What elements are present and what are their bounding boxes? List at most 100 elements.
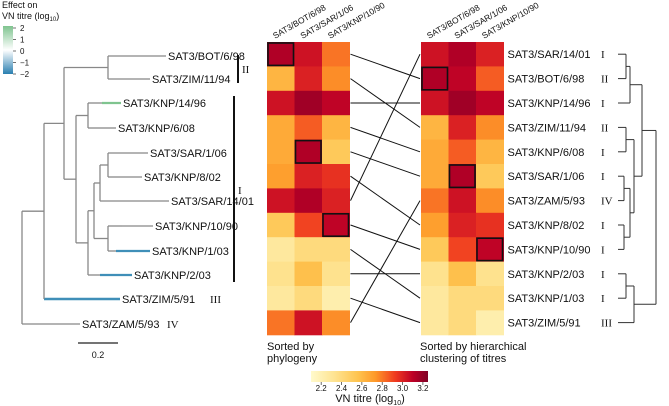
scale-bar-label: 0.2 (92, 350, 105, 360)
row-connector-line (350, 175, 421, 226)
heatmap-cell (322, 286, 350, 311)
heatmap-right-row-group: II (601, 74, 609, 86)
heatmap-cell (476, 90, 504, 116)
effect-legend-bar (3, 26, 13, 74)
heatmap-homologous-outline (294, 139, 322, 164)
titre-colorbar: 2.2 2.4 2.6 2.8 3.0 3.2 VN titre (log10) (311, 371, 429, 406)
colorbar-tick-label: 2.6 (356, 384, 368, 393)
heatmap-cell (476, 310, 504, 336)
heatmap-cell (267, 139, 295, 165)
heatmap-cell (294, 237, 323, 263)
heatmap-cell (294, 286, 323, 311)
row-connector-line (350, 297, 421, 324)
heatmap-cell (476, 237, 504, 263)
heatmap-cell (448, 310, 477, 336)
heatmap-cell (448, 115, 477, 141)
heatmap-homologous-outline (476, 237, 504, 262)
heatmap-right-caption-1: Sorted by hierarchical (420, 341, 526, 353)
heatmap-right-row-group: I (601, 49, 605, 61)
tree-taxon-label: SAT3/KNP/1/03 (152, 246, 229, 258)
heatmap-cell (476, 261, 504, 287)
heatmap-cell (476, 164, 504, 189)
effect-tick-label: 1 (20, 36, 25, 45)
tree-group-label: IV (167, 319, 179, 331)
heatmap-right-row-label: SAT3/SAR/1/06 (508, 171, 585, 183)
heatmap-cell (476, 212, 504, 238)
heatmap-right-row-label: SAT3/ZIM/11/94 (508, 122, 586, 134)
heatmap-cell (421, 66, 449, 92)
heatmap-cell (476, 66, 504, 92)
heatmap-cell (267, 66, 295, 92)
tree-taxon-label: SAT3/KNP/10/90 (155, 221, 238, 233)
tree-taxon-label: SAT3/KNP/14/96 (123, 98, 206, 110)
row-mapping-connectors (350, 53, 421, 324)
effect-tick-label: 2 (20, 24, 25, 33)
heatmap-cell (267, 261, 295, 287)
heatmap-right-row-group: IV (601, 196, 613, 208)
tree-group-label: III (210, 294, 221, 306)
tree-taxon-label: SAT3/SAR/1/06 (150, 148, 227, 160)
heatmap-right-row-label: SAT3/KNP/1/03 (508, 293, 585, 305)
heatmap-cell (294, 66, 323, 92)
heatmap-cell (322, 188, 350, 214)
heatmap-cell (476, 139, 504, 165)
heatmap-left-caption-1: Sorted by (267, 341, 315, 353)
heatmap-right-row-label: SAT3/SAR/14/01 (508, 49, 591, 61)
heatmap-cell (421, 237, 449, 263)
heatmap-cell (322, 237, 350, 263)
heatmap-right-row-group: II (601, 122, 609, 134)
heatmap-right (421, 42, 504, 336)
tree-taxon-label: SAT3/BOT/6/98 (168, 51, 245, 63)
colorbar-tick-label: 2.4 (336, 384, 348, 393)
clustering-dendrogram (618, 53, 657, 324)
heatmap-cell (322, 90, 350, 116)
tree-taxon-label: SAT3/ZIM/5/91 (122, 294, 195, 306)
heatmap-cell (476, 188, 504, 214)
heatmap-cell (421, 164, 449, 189)
heatmap-right-row-label: SAT3/ZIM/5/91 (508, 318, 581, 330)
heatmap-cell (267, 237, 295, 263)
heatmap-right-row-group: III (601, 318, 612, 330)
heatmap-right-row-label: SAT3/ZAM/5/93 (508, 196, 585, 208)
row-connector-line (350, 53, 421, 80)
heatmap-right-row-group: I (601, 147, 605, 159)
colorbar-tick-label: 3.0 (397, 384, 409, 393)
tree-taxon-label: SAT3/KNP/2/03 (134, 270, 211, 282)
heatmap-cell (267, 286, 295, 311)
heatmap-right-row-group: I (601, 244, 605, 256)
heatmap-right-row-group: I (601, 171, 605, 183)
heatmap-right-row-label: SAT3/BOT/6/98 (508, 74, 585, 86)
heatmap-left-caption-2: phylogeny (267, 353, 318, 365)
heatmap-cell (294, 90, 323, 116)
heatmap-right-row-label: SAT3/KNP/6/08 (508, 147, 585, 159)
colorbar-tick-label: 2.2 (316, 384, 328, 393)
heatmap-cell (322, 164, 350, 189)
heatmap-cell (448, 139, 477, 165)
heatmap-homologous-outline (421, 66, 449, 91)
heatmap-cell (476, 42, 504, 67)
effect-tick-label: −1 (20, 59, 30, 68)
heatmap-cell (267, 90, 295, 116)
heatmap-cell (448, 212, 477, 238)
tree-taxon-labels: SAT3/BOT/6/98 SAT3/ZIM/11/94 SAT3/KNP/14/9… (82, 51, 254, 331)
heatmap-cell (421, 188, 449, 214)
heatmap-cell (322, 115, 350, 141)
heatmap-cell (267, 188, 295, 214)
row-connector-line (350, 200, 421, 323)
heatmap-cell (448, 237, 477, 263)
tree-group-label: I (238, 185, 242, 197)
heatmap-cell (421, 90, 449, 116)
heatmap-cell (294, 212, 323, 238)
heatmap-cell (322, 139, 350, 165)
colorbar-tick-label: 2.8 (377, 384, 389, 393)
effect-legend-title-1: Effect on (2, 0, 37, 10)
effect-legend-ticks: 2 1 0 −1 −2 (13, 24, 30, 79)
heatmap-cell (421, 115, 449, 141)
heatmap-cell (267, 310, 295, 336)
heatmap-cell (476, 115, 504, 141)
colorbar-tick-label: 3.2 (417, 384, 429, 393)
heatmap-cell (294, 139, 323, 165)
heatmap-right-row-label: SAT3/KNP/8/02 (508, 220, 585, 232)
